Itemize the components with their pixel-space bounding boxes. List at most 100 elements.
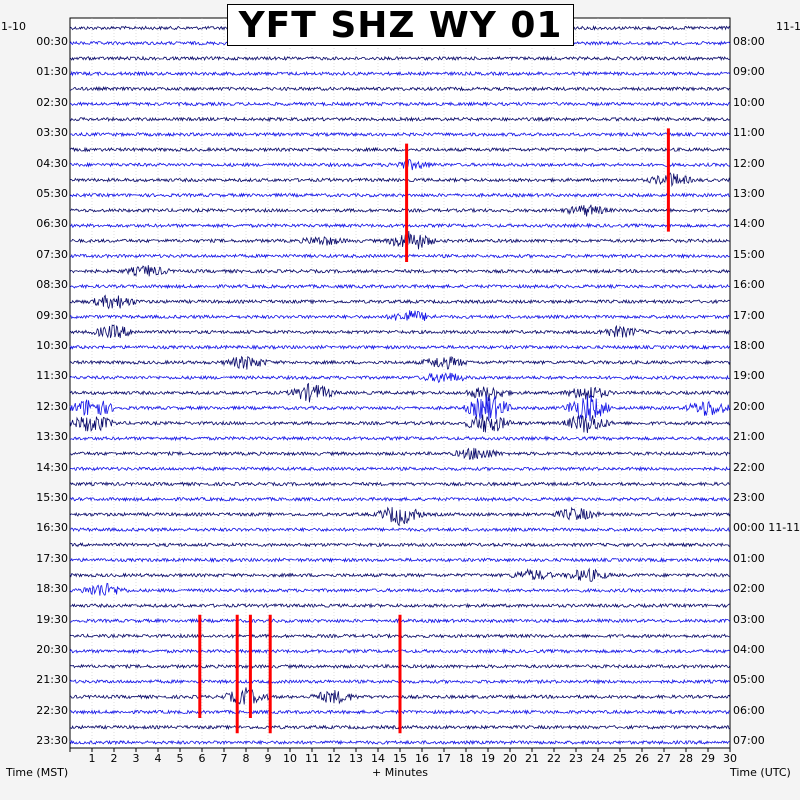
right-tick-label: 18:00 [733, 339, 765, 352]
trace-line [69, 204, 731, 217]
right-tick-label: 16:00 [733, 278, 765, 292]
trace-line [69, 146, 731, 153]
x-tick-label: 15 [393, 752, 407, 765]
right-tick-label: 07:00 [733, 734, 765, 748]
trace-line [69, 382, 731, 403]
trace-line [69, 265, 731, 277]
left-tick-label: 19:30 [36, 612, 68, 626]
trace-line [69, 310, 731, 322]
right-axis-title: Time (UTC) [730, 766, 791, 779]
x-tick-label: 18 [459, 752, 473, 765]
left-tick-label: 21:30 [36, 673, 68, 687]
trace-line [69, 435, 731, 442]
trace-line [69, 541, 731, 548]
x-tick-label: 22 [547, 752, 561, 765]
chart-title: YFT SHZ WY 01 [238, 4, 563, 46]
left-tick-label: 22:30 [36, 703, 68, 717]
right-tick-label: 13:00 [733, 187, 765, 200]
left-tick-label: 18:30 [36, 582, 68, 596]
left-tick-label: 04:30 [36, 156, 68, 170]
chart-title-box: YFT SHZ WY 01 [227, 4, 574, 46]
trace-line [69, 602, 731, 609]
left-tick-label: 09:30 [36, 308, 68, 322]
x-tick-label: 21 [525, 752, 539, 765]
left-tick-label: 23:30 [36, 734, 68, 748]
left-tick-label: 01:30 [36, 65, 68, 79]
right-tick-label: 09:00 [733, 65, 765, 79]
left-tick-label: 07:30 [36, 247, 68, 261]
right-tick-label: 05:00 [733, 673, 765, 687]
trace-line [69, 283, 731, 290]
left-tick-label: 14:30 [36, 460, 68, 474]
trace-line [69, 172, 731, 188]
x-tick-label: 8 [242, 752, 250, 765]
trace-line [69, 582, 731, 596]
right-tick-label: 00:00 11-11 [733, 521, 800, 535]
right-tick-label: 20:00 [733, 399, 765, 413]
trace-line [69, 294, 731, 310]
trace-line [69, 567, 731, 582]
left-tick-label: 15:30 [36, 491, 68, 504]
left-axis-title: Time (MST) [6, 766, 69, 779]
trace-line [69, 230, 731, 250]
left-tick-label: 08:30 [36, 278, 68, 292]
left-tick-label: 05:30 [36, 187, 68, 200]
trace-line [69, 324, 731, 339]
right-tick-label: 14:00 [733, 217, 765, 231]
trace-line [69, 85, 731, 92]
trace-line [69, 344, 731, 351]
x-tick-label: 1 [88, 752, 96, 765]
x-tick-label: 24 [591, 752, 605, 765]
left-tick-label: 12:30 [36, 399, 68, 413]
right-date-label: 11-11 [776, 20, 800, 33]
right-tick-label: 01:00 [733, 551, 765, 565]
x-tick-label: 19 [481, 752, 495, 765]
trace-line [69, 496, 731, 503]
trace-line [69, 557, 731, 564]
x-tick-label: 27 [657, 752, 671, 765]
left-tick-label: 06:30 [36, 217, 68, 231]
axis-ticks [69, 748, 731, 752]
x-tick-label: 28 [679, 752, 693, 765]
left-tick-label: 20:30 [36, 643, 68, 656]
x-tick-label: 3 [132, 752, 140, 765]
trace-line [69, 192, 731, 199]
trace-line [69, 506, 731, 527]
left-tick-label: 02:30 [36, 95, 68, 109]
right-tick-label: 10:00 [733, 95, 765, 109]
x-tick-label: 11 [305, 752, 319, 765]
x-tick-label: 20 [503, 752, 517, 765]
trace-line [69, 159, 731, 171]
x-tick-label: 14 [371, 752, 385, 765]
trace-line [69, 355, 731, 370]
right-tick-label: 11:00 [733, 126, 765, 140]
x-tick-label: 23 [569, 752, 583, 765]
x-tick-label: 2 [110, 752, 118, 765]
trace-line [69, 55, 730, 62]
trace-line [69, 222, 731, 229]
trace-line [69, 481, 731, 487]
x-tick-label: 25 [613, 752, 627, 765]
left-tick-label: 03:30 [36, 126, 68, 140]
right-tick-label: 17:00 [733, 308, 765, 322]
trace-line [69, 253, 731, 260]
right-tick-label: 03:00 [733, 612, 765, 626]
right-tick-label: 15:00 [733, 247, 765, 261]
right-tick-label: 08:00 [733, 35, 765, 48]
x-tick-label: 26 [635, 752, 649, 765]
trace-line [69, 526, 731, 533]
left-tick-label: 16:30 [36, 521, 68, 535]
x-tick-label: 13 [349, 752, 363, 765]
left-tick-label: 13:30 [36, 430, 68, 444]
left-date-label: 11-10 [0, 20, 26, 33]
trace-line [69, 372, 731, 384]
right-tick-label: 02:00 [733, 582, 765, 596]
right-tick-label: 19:00 [733, 369, 765, 383]
x-tick-label: 6 [198, 752, 206, 765]
left-tick-label: 00:30 [36, 35, 68, 48]
right-tick-label: 06:00 [733, 703, 765, 717]
trace-line [69, 70, 731, 77]
x-tick-label: 9 [264, 752, 272, 765]
